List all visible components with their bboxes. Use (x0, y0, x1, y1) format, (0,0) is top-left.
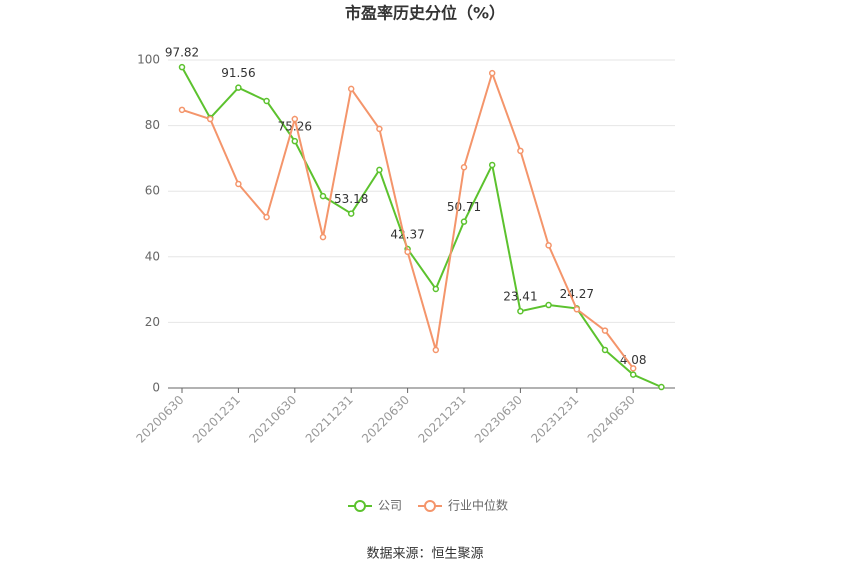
y-tick-label: 0 (152, 381, 160, 395)
data-label: 75.26 (278, 120, 312, 134)
x-tick-label: 20200630 (134, 393, 187, 446)
point (517, 147, 524, 155)
point (291, 115, 299, 123)
point (376, 166, 383, 174)
legend-marker (354, 500, 366, 512)
point (178, 63, 186, 71)
point (263, 213, 270, 221)
x-tick-label: 20221231 (416, 393, 469, 446)
point (235, 180, 242, 188)
series-line (181, 66, 662, 388)
point (488, 69, 496, 77)
data-label: 23.41 (503, 290, 537, 304)
x-tick-label: 20220630 (359, 393, 412, 446)
data-label: 91.56 (221, 66, 255, 80)
point (178, 106, 186, 114)
chart-title: 市盈率历史分位（%） (345, 4, 505, 23)
point (460, 164, 468, 171)
source: 数据来源：恒生聚源 (366, 547, 483, 562)
point (319, 192, 327, 200)
point (319, 233, 327, 241)
point (291, 137, 299, 145)
data-label: 50.71 (447, 200, 481, 214)
legend-marker (424, 500, 436, 512)
x-tick-label: 20240630 (585, 393, 638, 446)
data-label: 24.27 (560, 287, 594, 301)
legend-label: 行业中位数 (448, 498, 508, 513)
y-tick-label: 100 (137, 53, 160, 67)
data-label: 4.08 (620, 353, 647, 367)
point (235, 84, 242, 91)
point (347, 85, 355, 93)
x-tick-label: 20211231 (303, 393, 356, 446)
point (629, 371, 637, 378)
data-label: 42.37 (390, 228, 424, 242)
data-label: 53.18 (334, 192, 368, 206)
point (376, 125, 383, 133)
y-tick-label: 80 (145, 118, 160, 132)
x-tick-label: 20210630 (246, 393, 299, 446)
point (573, 306, 581, 313)
y-tick-label: 40 (145, 249, 160, 263)
point (404, 248, 411, 256)
point (206, 115, 214, 123)
point (432, 285, 440, 293)
data-label: 97.82 (165, 46, 199, 60)
legend-label: 公司 (378, 499, 402, 513)
y-tick-label: 20 (145, 315, 160, 329)
point (460, 218, 468, 225)
point (432, 346, 440, 354)
point (658, 383, 665, 391)
y-tick-label: 60 (145, 184, 160, 198)
x-tick-label: 20201231 (190, 393, 243, 446)
point (263, 97, 270, 105)
point (601, 327, 609, 334)
point (545, 242, 552, 249)
point (545, 301, 552, 309)
point (488, 161, 496, 169)
point (601, 346, 609, 354)
point (517, 307, 524, 315)
x-tick-label: 20230630 (472, 393, 525, 446)
x-tick-label: 20231231 (528, 393, 581, 446)
point (629, 365, 637, 372)
series-line (181, 69, 635, 369)
point (347, 210, 355, 217)
